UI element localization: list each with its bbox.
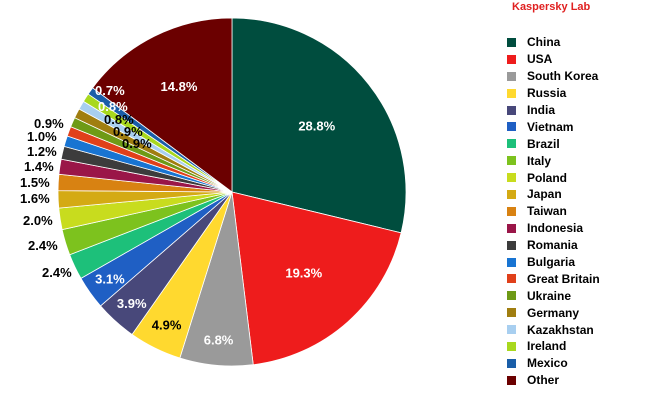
slice-label-russia: 4.9% (152, 318, 182, 333)
legend-swatch-mexico (507, 358, 516, 368)
legend-swatch-china (507, 37, 516, 47)
slice-label-india: 3.9% (117, 296, 147, 311)
legend-label-china: China (527, 35, 561, 50)
legend-swatch-italy (507, 156, 516, 166)
slice-label-japan: 1.6% (20, 191, 50, 206)
slice-label-indonesia: 1.4% (24, 159, 54, 174)
legend-item-vietnam: Vietnam (507, 118, 600, 135)
legend-swatch-other (507, 375, 516, 385)
pie-labels: 28.8% 19.3% 6.8% 4.9% 3.9% 3.1% 2.4% 2.4% 2.0% 1.… (20, 79, 336, 347)
legend-label-italy: Italy (527, 153, 552, 168)
legend-swatch-brazil (507, 139, 516, 149)
legend-item-taiwan: Taiwan (507, 203, 600, 220)
legend-swatch-vietnam (507, 122, 516, 132)
legend-label-vietnam: Vietnam (527, 119, 574, 134)
legend-item-poland: Poland (507, 169, 600, 186)
pie-slice-usa (231, 191, 402, 366)
legend-swatch-kazakhstan (507, 325, 516, 335)
legend-swatch-usa (507, 54, 516, 64)
legend-item-kazakhstan: Kazakhstan (507, 321, 600, 338)
legend-swatch-ireland (507, 341, 516, 351)
legend-label-germany: Germany (527, 305, 580, 320)
slice-label-italy: 2.4% (28, 238, 58, 253)
pie-slices (57, 17, 407, 367)
legend-label-usa: USA (527, 52, 553, 67)
legend-swatch-taiwan (507, 206, 516, 216)
legend-item-ukraine: Ukraine (507, 287, 600, 304)
pie-slice-china (231, 17, 407, 234)
legend-item-italy: Italy (507, 152, 600, 169)
slice-label-vietnam: 3.1% (95, 272, 125, 287)
legend-label-indonesia: Indonesia (527, 221, 584, 236)
slice-label-mexico: 0.7% (95, 83, 125, 98)
legend-swatch-ukraine (507, 291, 516, 301)
legend-label-russia: Russia (527, 86, 567, 101)
slice-label-bulgaria: 1.0% (27, 129, 57, 144)
legend-swatch-poland (507, 173, 516, 183)
legend-item-russia: Russia (507, 85, 600, 102)
slice-label-ukraine: 0.9% (122, 136, 152, 151)
legend-swatch-japan (507, 189, 516, 199)
legend-label-ukraine: Ukraine (527, 288, 572, 303)
legend-swatch-great-britain (507, 274, 516, 284)
legend-swatch-indonesia (507, 223, 516, 233)
legend-label-bulgaria: Bulgaria (527, 255, 576, 270)
legend-item-germany: Germany (507, 304, 600, 321)
legend-item-japan: Japan (507, 186, 600, 203)
legend-swatch-russia (507, 88, 516, 98)
legend-item-usa: USA (507, 51, 600, 68)
slice-label-poland: 2.0% (23, 213, 53, 228)
slice-label-usa: 19.3% (285, 266, 322, 281)
slice-label-other: 14.8% (161, 79, 198, 94)
legend-item-south-korea: South Korea (507, 68, 600, 85)
legend-item-mexico: Mexico (507, 355, 600, 372)
slice-label-kazakhstan: 0.8% (104, 112, 134, 127)
slice-label-south-korea: 6.8% (204, 332, 234, 347)
legend-item-indonesia: Indonesia (507, 220, 600, 237)
legend-label-ireland: Ireland (527, 339, 567, 354)
legend-item-china: China (507, 34, 600, 51)
legend-label-mexico: Mexico (527, 356, 568, 371)
slice-label-brazil: 2.4% (42, 265, 72, 280)
legend-label-poland: Poland (527, 170, 568, 185)
legend-label-other: Other (527, 373, 560, 388)
slice-label-ireland: 0.8% (98, 99, 128, 114)
slice-label-taiwan: 1.5% (20, 175, 50, 190)
legend-item-romania: Romania (507, 237, 600, 254)
slice-label-great-britain: 0.9% (34, 116, 64, 131)
legend-label-brazil: Brazil (527, 136, 560, 151)
legend-label-india: India (527, 103, 556, 117)
slice-label-romania: 1.2% (27, 144, 57, 159)
legend-label-great-britain: Great Britain (527, 271, 600, 286)
legend-swatch-bulgaria (507, 257, 516, 267)
legend-label-kazakhstan: Kazakhstan (527, 322, 594, 337)
legend-item-other: Other (507, 372, 600, 389)
legend-label-japan: Japan (527, 187, 562, 202)
legend-swatch-india (507, 105, 516, 115)
pie-slice-other (92, 17, 233, 193)
legend-label-south-korea: South Korea (527, 69, 599, 84)
chart-legend: China USA South Korea Russia India Vietnam Bra… (507, 34, 600, 389)
legend-swatch-romania (507, 240, 516, 250)
legend-item-great-britain: Great Britain (507, 270, 600, 287)
slice-label-germany: 0.9% (113, 124, 143, 139)
legend-label-taiwan: Taiwan (527, 204, 567, 219)
slice-label-china: 28.8% (298, 118, 335, 133)
legend-item-india: India (507, 102, 600, 119)
legend-swatch-south-korea (507, 71, 516, 81)
legend-item-bulgaria: Bulgaria (507, 254, 600, 271)
legend-item-brazil: Brazil (507, 135, 600, 152)
legend-item-ireland: Ireland (507, 338, 600, 355)
legend-swatch-germany (507, 308, 516, 318)
legend-label-romania: Romania (527, 238, 578, 253)
brand-label: Kaspersky Lab (512, 1, 591, 13)
